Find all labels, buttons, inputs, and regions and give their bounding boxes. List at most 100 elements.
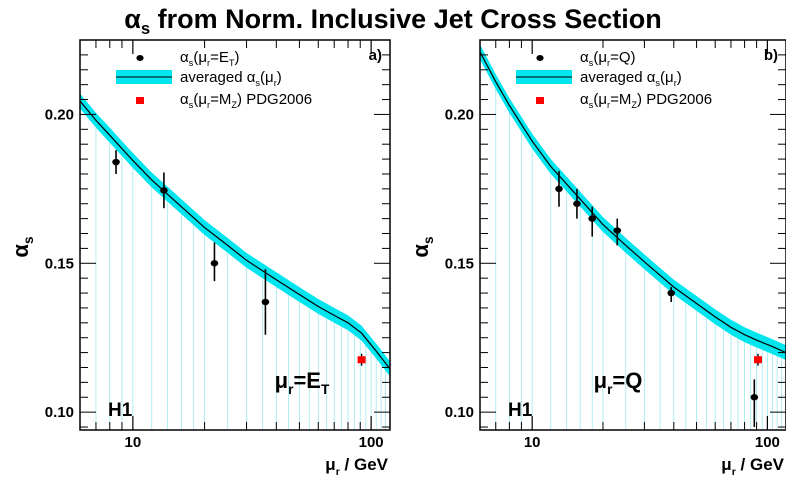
y-tick-label: 0.10 (445, 404, 474, 421)
title-alpha-subscript: s (141, 19, 150, 38)
data-point (160, 187, 168, 194)
pdg-point (753, 356, 762, 364)
scale-mu: μ (594, 368, 607, 393)
legend-point-marker (536, 55, 544, 61)
legend-mu: (μ (193, 91, 207, 108)
scale-equals: =E (293, 368, 321, 393)
y-tick-label: 0.20 (445, 106, 474, 123)
data-point (613, 227, 622, 234)
scale-choice-label: μr=Q (594, 368, 643, 397)
legend-equals: =E (210, 49, 229, 66)
legend-alpha-subscript: s (255, 78, 260, 88)
plot-area (480, 44, 786, 430)
average-band (480, 44, 786, 360)
legend-points-label: αs(μr=Q) (580, 49, 636, 68)
data-point (588, 215, 597, 222)
legend-band-label: averaged αs(μr) (180, 69, 282, 88)
x-tick-label: 100 (359, 434, 384, 451)
average-curve (480, 51, 786, 354)
legend-alpha: α (647, 69, 656, 86)
x-axis-mu-subscript: r (336, 466, 340, 478)
legend-point-marker (136, 55, 144, 61)
legend-mu: (μ (593, 91, 607, 108)
x-axis-label: μr / GeV (325, 455, 388, 478)
legend-close: ) (235, 49, 240, 66)
legend-mu-subscript: r (607, 58, 610, 68)
title-alpha-symbol: α (124, 4, 141, 34)
legend-close: ) (677, 69, 682, 86)
x-tick-label: 10 (524, 434, 541, 451)
y-tick-label: 0.15 (45, 255, 74, 272)
title-text: from Norm. Inclusive Jet Cross Section (150, 4, 662, 34)
legend-mu-subscript: r (607, 100, 610, 110)
legend-equals: =M (210, 91, 231, 108)
x-tick-label: 10 (125, 434, 142, 451)
legend-mu: (μ (593, 49, 607, 66)
legend-mu: (μ (660, 69, 674, 86)
legend-close: ) (631, 49, 636, 66)
legend-close: ) (277, 69, 282, 86)
legend-pdg-label: αs(μr=MZ) PDG2006 (580, 91, 712, 110)
scale-mu: μ (275, 368, 288, 393)
pdg-point (357, 356, 366, 364)
legend-alpha: α (180, 91, 189, 108)
y-tick-label: 0.20 (45, 106, 74, 123)
plot-frame (79, 39, 391, 431)
scale-mu-subscript: r (607, 382, 613, 397)
y-tick-label: 0.10 (45, 404, 74, 421)
data-point (555, 185, 563, 193)
y-axis-label: αs (408, 236, 436, 258)
data-point (750, 394, 759, 401)
legend-averaged: averaged (580, 69, 647, 86)
legend-alpha-subscript: s (589, 100, 594, 110)
legend-alpha: α (580, 49, 589, 66)
x-axis-unit: / GeV (340, 455, 389, 474)
data-point (210, 260, 219, 267)
legend-mu: (μ (260, 69, 274, 86)
figure-title: αs from Norm. Inclusive Jet Cross Sectio… (124, 4, 662, 38)
plot-area (80, 93, 390, 430)
scale-mu-subscript: r (288, 382, 294, 397)
data-point (112, 158, 120, 166)
plot-frame (479, 39, 786, 431)
legend-mu-subscript: r (274, 78, 277, 88)
legend-alpha: α (580, 91, 589, 108)
legend-mu-subscript: r (674, 78, 677, 88)
data-point (667, 289, 675, 297)
scale-subscript-T: T (321, 382, 330, 397)
legend: αs(μr=Q)averaged αs(μr)αs(μr=MZ) PDG2006 (516, 49, 712, 110)
scale-equals: =Q (612, 368, 642, 393)
y-tick-label: 0.15 (445, 255, 474, 272)
y-axis-alpha-subscript: s (21, 236, 36, 244)
experiment-label: H1 (508, 400, 533, 421)
legend-equals: =M (610, 91, 631, 108)
average-band (80, 93, 390, 377)
y-axis-label: αs (8, 236, 36, 258)
legend: αs(μr=ET)averaged αs(μr)αs(μr=MZ) PDG200… (116, 49, 312, 110)
legend-alpha-subscript: s (655, 78, 660, 88)
legend-alpha: α (247, 69, 256, 86)
legend-pdg-marker (536, 97, 544, 104)
x-axis-mu-subscript: r (732, 466, 736, 478)
legend-averaged: averaged (180, 69, 247, 86)
legend-points-label: αs(μr=ET) (180, 49, 240, 68)
y-axis-alpha: α (8, 244, 33, 258)
legend-alpha: α (180, 49, 189, 66)
x-axis-unit: / GeV (736, 455, 785, 474)
legend-alpha-subscript: s (589, 58, 594, 68)
x-axis-mu: μ (721, 455, 731, 474)
legend-alpha-subscript: s (189, 58, 194, 68)
legend-Z-subscript: Z (631, 100, 637, 110)
legend-close: ) PDG2006 (237, 91, 312, 108)
x-axis-mu: μ (325, 455, 335, 474)
legend-band-label: averaged αs(μr) (580, 69, 682, 88)
legend-close: ) PDG2006 (637, 91, 712, 108)
legend-mu: (μ (193, 49, 207, 66)
scale-choice-label: μr=ET (275, 368, 330, 397)
y-axis-alpha: α (408, 244, 433, 258)
legend-pdg-label: αs(μr=MZ) PDG2006 (180, 91, 312, 110)
x-tick-label: 100 (755, 434, 780, 451)
